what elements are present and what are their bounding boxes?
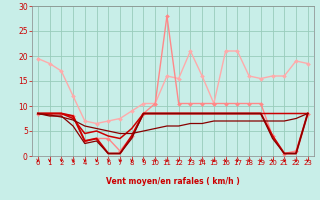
X-axis label: Vent moyen/en rafales ( km/h ): Vent moyen/en rafales ( km/h ) <box>106 177 240 186</box>
